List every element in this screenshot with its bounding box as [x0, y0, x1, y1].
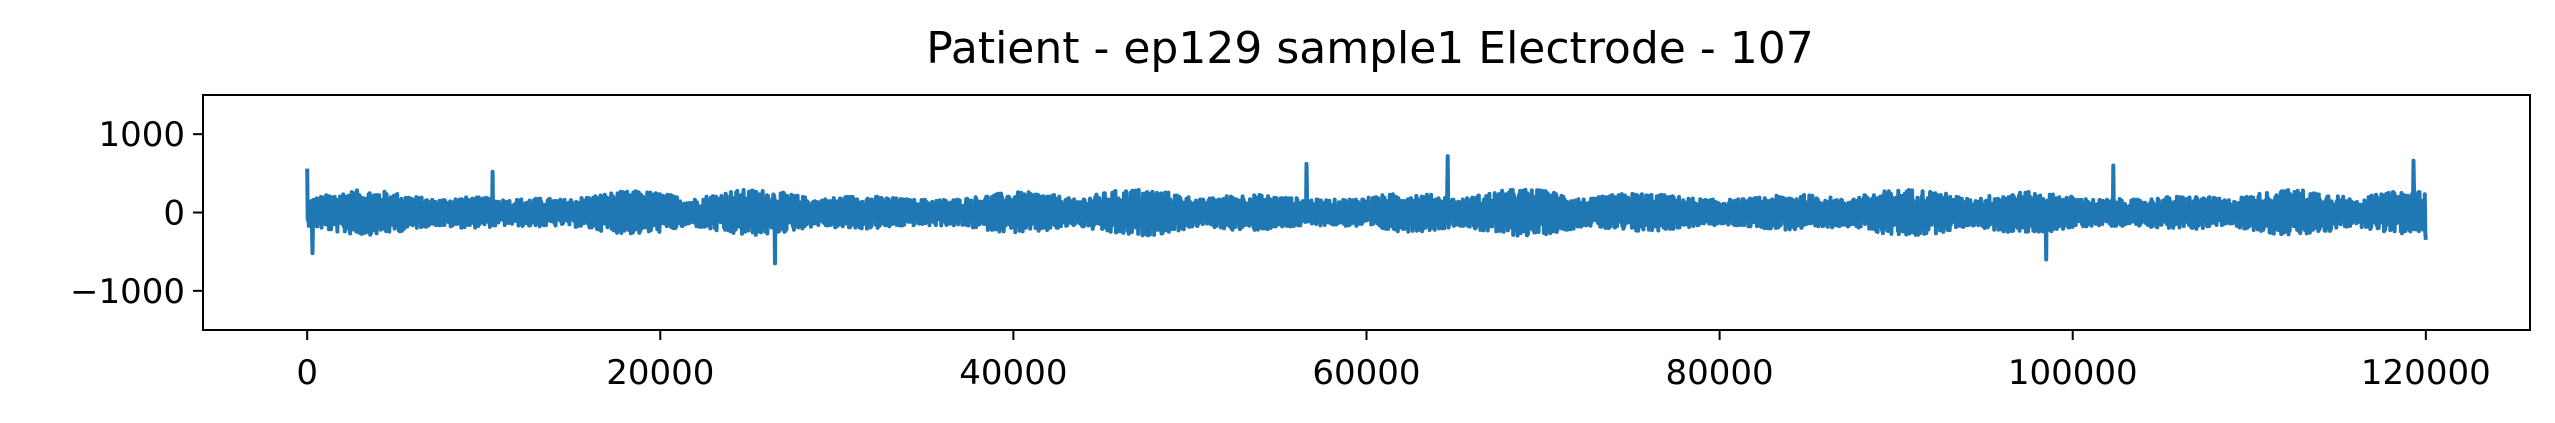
y-axis: 1000 0 −1000	[70, 115, 203, 312]
y-tick-label: 0	[163, 194, 185, 234]
y-tick-label: 1000	[98, 115, 185, 155]
x-tick-label: 100000	[2008, 353, 2138, 393]
x-tick-label: 120000	[2361, 353, 2491, 393]
x-tick-label: 60000	[1312, 353, 1420, 393]
x-tick-label: 40000	[959, 353, 1067, 393]
signal-line	[305, 154, 2428, 266]
plot-area	[202, 94, 2531, 331]
x-tick-label: 80000	[1666, 353, 1774, 393]
chart-title: Patient - ep129 sample1 Electrode - 107	[926, 23, 1813, 74]
y-tick-label: −1000	[70, 272, 185, 312]
x-tick-label: 0	[296, 353, 318, 393]
x-tick-label: 20000	[606, 353, 714, 393]
x-axis: 0 20000 40000 60000 80000 100000 120000	[296, 330, 2491, 393]
